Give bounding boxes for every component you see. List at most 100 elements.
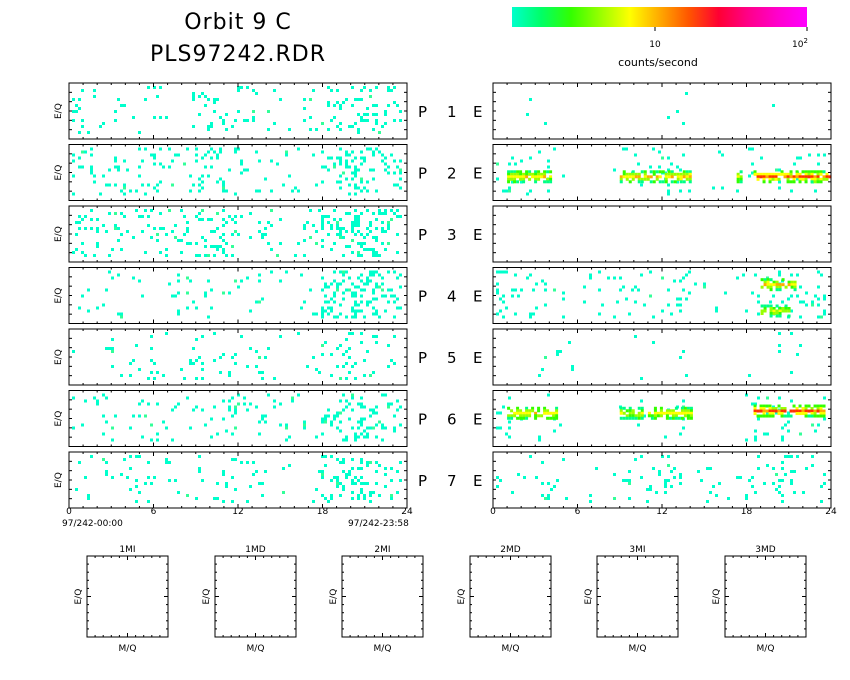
left-panel-5-count-cell	[153, 377, 156, 380]
left-panel-2-count-cell	[174, 153, 177, 157]
left-panel-3-count-cell	[117, 239, 120, 242]
left-panel-3-count-cell	[126, 230, 129, 233]
left-panel-3-count-cell	[354, 224, 357, 227]
left-panel-3-count-cell	[135, 209, 138, 212]
left-panel-6-count-cell	[369, 426, 372, 430]
left-panel-1-count-cell	[246, 119, 249, 122]
left-panel-7-count-cell	[261, 494, 264, 497]
left-panel-1-count-cell	[93, 95, 96, 98]
left-panel-1-count-cell	[198, 95, 201, 98]
left-panel-1-count-cell	[348, 125, 351, 128]
left-panel-2-count-cell	[339, 156, 342, 160]
left-panel-3-count-cell	[351, 221, 354, 224]
left-panel-2-count-cell	[192, 183, 195, 187]
left-panel-2-count-cell	[384, 162, 387, 166]
right-panel-7-count-cell	[670, 485, 673, 488]
left-panel-2-count-cell	[201, 180, 204, 184]
left-panel-6-count-cell	[165, 426, 168, 430]
right-panel-4-count-cell	[562, 291, 565, 295]
left-panel-2-count-cell	[141, 159, 144, 163]
right-panel-6-band-0-cell	[543, 411, 547, 415]
right-panel-6-band-2-cell	[674, 406, 678, 410]
mq-panel-2mi-title: 2MI	[374, 545, 390, 555]
right-panel-2-band-1-cell	[679, 175, 683, 179]
left-panel-3-count-cell	[387, 242, 390, 245]
right-panel-6-band-3-cell	[804, 407, 808, 411]
right-panel-2-band-0-cell	[546, 180, 550, 184]
left-panel-3-count-cell	[120, 212, 123, 215]
left-panel-4: E/Q	[54, 267, 408, 324]
left-panel-3-count-cell	[366, 227, 369, 230]
left-panel-2-count-cell	[216, 156, 219, 160]
right-panel-7-count-cell	[748, 479, 751, 482]
left-panel-2-count-cell	[399, 171, 402, 175]
mq-panel-2md-xlabel: M/Q	[502, 644, 520, 654]
right-panel-2-band-1-cell	[637, 180, 641, 184]
left-panel-1-count-cell	[327, 101, 330, 104]
left-panel-6-count-cell	[396, 408, 399, 412]
right-panel-2-count-cell	[658, 165, 661, 169]
left-panel-7-count-cell	[345, 473, 348, 476]
left-panel-5-count-cell	[330, 353, 333, 356]
right-panel-4-band-1-cell	[769, 304, 773, 308]
left-panel-3-count-cell	[327, 221, 330, 224]
right-panel-6-count-cell	[547, 393, 550, 397]
left-panel-7-count-cell	[321, 455, 324, 458]
right-panel-4-band-0-cell	[766, 285, 770, 289]
right-panel-6-band-3-cell	[795, 412, 799, 416]
left-panel-6-count-cell	[231, 432, 234, 436]
left-panel-7-count-cell	[105, 473, 108, 476]
left-panel-1-count-cell	[225, 113, 228, 116]
left-panel-6-count-cell	[315, 435, 318, 439]
right-panel-7-count-cell	[757, 467, 760, 470]
right-panel-2-band-2-cell	[736, 175, 740, 179]
left-panel-1-count-cell	[87, 131, 90, 134]
right-panel-4-count-cell	[625, 297, 628, 301]
left-panel-4-count-cell	[195, 306, 198, 310]
right-panel-7-count-cell	[793, 470, 796, 473]
right-panel-2-count-cell	[667, 189, 670, 193]
right-panel-4-count-cell	[649, 294, 652, 298]
right-panel-7-count-cell	[613, 473, 616, 476]
left-panel-7-count-cell	[225, 485, 228, 488]
right-panel-2-band-1-cell	[670, 180, 674, 184]
left-panel-7-count-cell	[360, 461, 363, 464]
left-panel-4-count-cell	[117, 273, 120, 277]
left-panel-3-count-cell	[381, 242, 384, 245]
right-panel-6-band-0-cell	[528, 414, 532, 418]
right-panel-5	[492, 328, 832, 386]
left-panel-3-count-cell	[303, 227, 306, 230]
right-panel-4-count-cell	[802, 300, 805, 304]
right-panel-6-band-3-cell	[783, 414, 787, 418]
left-panel-2-count-cell	[354, 171, 357, 175]
right-panel-6-band-3-cell	[822, 404, 826, 408]
left-panel-2-count-cell	[153, 162, 156, 166]
left-panel-2-count-cell	[339, 147, 342, 151]
left-panel-3-count-cell	[234, 230, 237, 233]
right-panel-4-count-cell	[514, 273, 517, 277]
left-panel-1-count-cell	[309, 116, 312, 119]
right-panel-4-count-cell	[679, 297, 682, 301]
right-panel-2-band-0-cell	[528, 170, 532, 174]
right-panel-7-count-cell	[589, 494, 592, 497]
right-panel-2-band-0-cell	[522, 175, 526, 179]
left-panel-4-count-cell	[387, 300, 390, 304]
right-panel-2-band-3-cell	[768, 180, 772, 184]
right-panel-4-band-0-cell	[781, 278, 785, 282]
left-panel-4-count-cell	[390, 294, 393, 298]
left-panel-3-count-cell	[384, 209, 387, 212]
right-panel-2-count-cell	[502, 189, 505, 193]
left-panel-3-count-cell	[369, 221, 372, 224]
right-panel-4-band-1-cell	[763, 304, 767, 308]
right-panel-6-band-0-cell	[537, 406, 541, 410]
left-panel-2-count-cell	[237, 147, 240, 151]
left-panel-7-count-cell	[360, 458, 363, 461]
right-x-tick-label: 6	[575, 507, 581, 517]
right-panel-2-count-cell	[682, 153, 685, 157]
left-panel-3-count-cell	[78, 221, 81, 224]
left-panel-1-count-cell	[381, 125, 384, 128]
left-panel-5-count-cell	[348, 347, 351, 350]
right-panel-2-band-3-cell	[801, 177, 805, 181]
right-panel-6-count-cell	[787, 420, 790, 424]
